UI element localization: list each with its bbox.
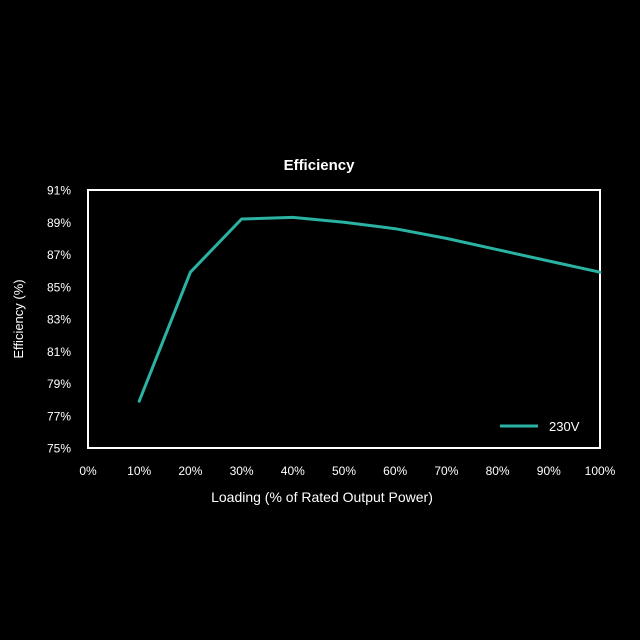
- x-tick-label: 90%: [537, 464, 561, 478]
- x-tick-label: 50%: [332, 464, 356, 478]
- x-tick-label: 30%: [230, 464, 254, 478]
- chart-title: Efficiency: [284, 157, 356, 174]
- y-tick-label: 89%: [47, 216, 71, 230]
- series-layer: [137, 215, 602, 403]
- x-tick-label: 40%: [281, 464, 305, 478]
- x-tick-label: 10%: [127, 464, 151, 478]
- x-tick-label: 60%: [383, 464, 407, 478]
- x-tick-label: 20%: [178, 464, 202, 478]
- y-tick-label: 81%: [47, 345, 71, 359]
- y-tick-label: 85%: [47, 280, 71, 294]
- legend: 230V: [500, 419, 580, 434]
- y-axis-label: Efficiency (%): [11, 279, 26, 358]
- plot-frame: [87, 189, 601, 449]
- y-axis-ticks: 75% 77% 79% 81% 83% 85% 87% 89% 91%: [47, 184, 71, 456]
- x-tick-label: 80%: [486, 464, 510, 478]
- x-tick-label: 0%: [79, 464, 97, 478]
- legend-label-230v: 230V: [549, 419, 580, 434]
- y-tick-label: 75%: [47, 442, 71, 456]
- y-tick-label: 83%: [47, 313, 71, 327]
- series-line-230v: [137, 215, 602, 403]
- y-tick-label: 87%: [47, 248, 71, 262]
- y-tick-label: 79%: [47, 377, 71, 391]
- x-tick-label: 70%: [434, 464, 458, 478]
- y-tick-label: 77%: [47, 409, 71, 423]
- x-tick-label: 100%: [585, 464, 616, 478]
- y-tick-label: 91%: [47, 184, 71, 198]
- x-axis-ticks: 0% 10% 20% 30% 40% 50% 60% 70% 80% 90% 100%: [79, 464, 615, 478]
- x-axis-label: Loading (% of Rated Output Power): [211, 489, 433, 505]
